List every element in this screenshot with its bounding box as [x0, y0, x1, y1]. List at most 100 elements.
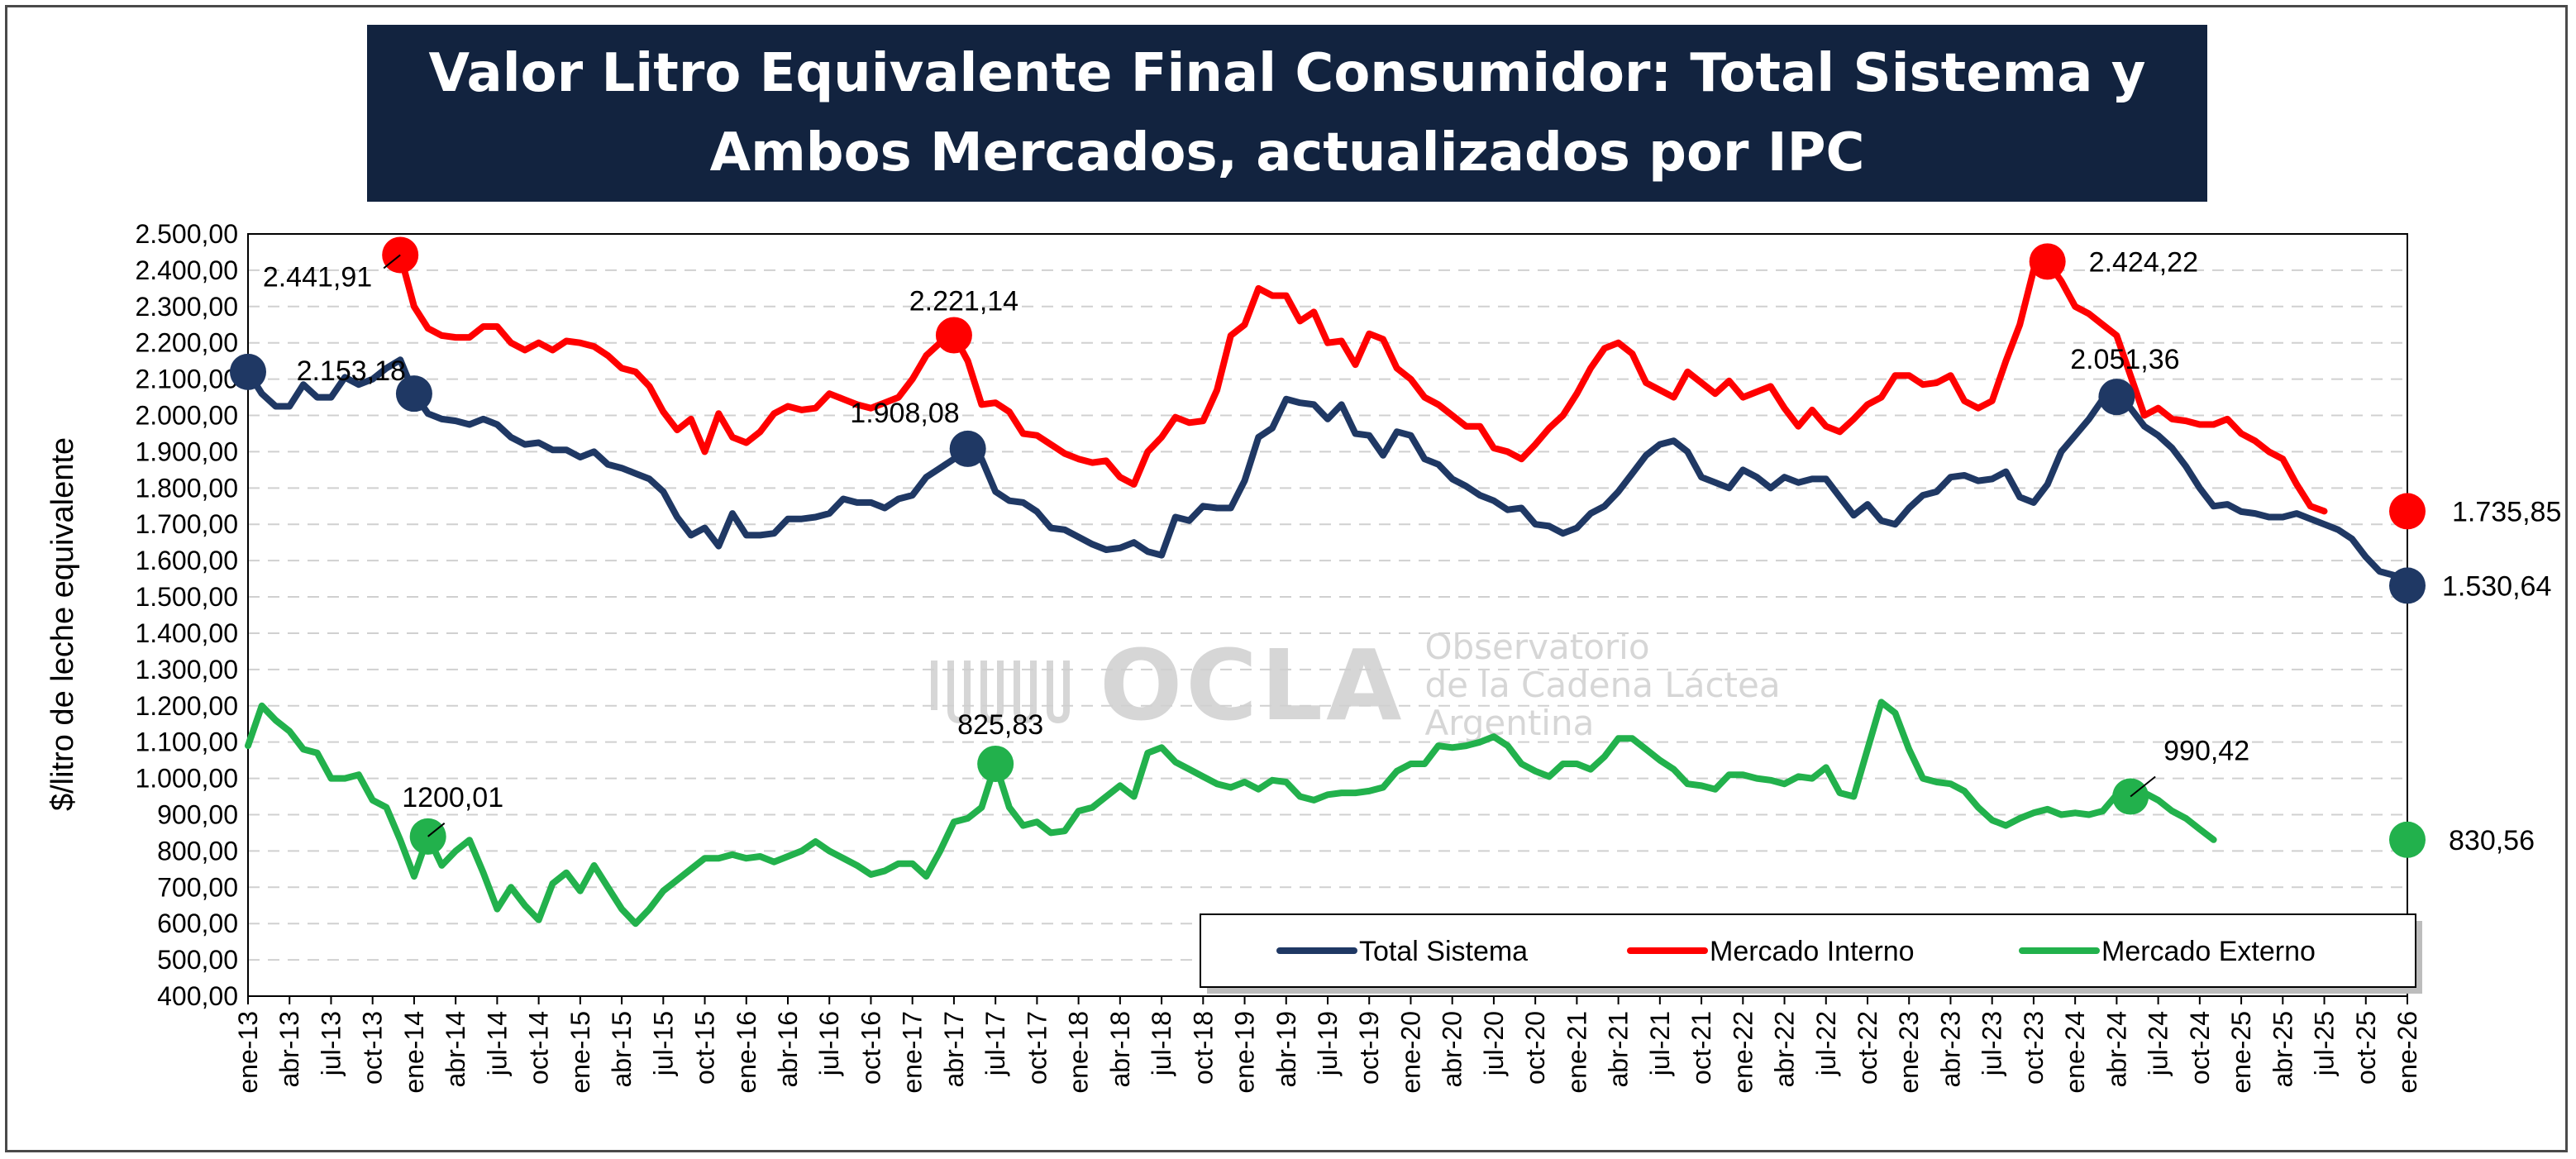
- x-tick-label: oct-18: [1188, 1011, 1218, 1085]
- x-tick-label: jul-18: [1147, 1011, 1176, 1076]
- data-label: 2.051,36: [2070, 344, 2179, 375]
- x-tick-label: ene-26: [2392, 1011, 2422, 1094]
- data-label: 1.735,85: [2452, 496, 2561, 527]
- data-label: 2.441,91: [263, 261, 372, 293]
- data-label: 830,56: [2449, 825, 2535, 856]
- data-marker: [2389, 821, 2426, 858]
- ocla-line-2: de la Cadena Láctea: [1424, 665, 1781, 705]
- x-tick-label: abr-14: [441, 1011, 470, 1088]
- x-tick-label: ene-13: [233, 1011, 263, 1094]
- x-tick-label: ene-22: [1728, 1011, 1758, 1094]
- ocla-line-1: Observatorio: [1424, 627, 1650, 667]
- x-tick-label: abr-23: [1935, 1011, 1965, 1088]
- data-label: 1.530,64: [2442, 570, 2551, 602]
- leader-line: [427, 823, 446, 837]
- leader-line: [2130, 775, 2156, 798]
- x-tick-label: oct-17: [1022, 1011, 1052, 1085]
- x-tick-label: abr-21: [1604, 1011, 1634, 1088]
- x-tick-label: oct-25: [2351, 1011, 2381, 1085]
- x-tick-label: jul-25: [2310, 1011, 2340, 1076]
- x-tick-label: ene-23: [1894, 1011, 1924, 1094]
- data-marker: [395, 375, 432, 413]
- series-lines: [245, 251, 2411, 928]
- x-tick-label: abr-16: [773, 1011, 803, 1088]
- x-tick-label: ene-20: [1395, 1011, 1425, 1094]
- data-marker: [977, 746, 1014, 783]
- x-tick-label: jul-19: [1313, 1011, 1343, 1076]
- ocla-subtitle: Observatorio de la Cadena Láctea Argenti…: [1424, 628, 1780, 742]
- y-tick-label: 700,00: [157, 872, 238, 902]
- leader-line: [383, 254, 401, 269]
- x-tick-label: jul-14: [482, 1011, 512, 1076]
- data-marker: [409, 818, 446, 855]
- annotation-labels: 2.153,18 1.908,08 2.051,36 1.530,64 2.441,91…: [263, 246, 2562, 856]
- y-tick-label: 500,00: [157, 945, 238, 975]
- data-label: 2.221,14: [909, 285, 1018, 317]
- data-label: 1.908,08: [850, 398, 959, 429]
- data-marker: [949, 430, 986, 467]
- x-tick-label: oct-20: [1520, 1011, 1550, 1085]
- legend-box: [1200, 913, 2416, 988]
- x-tick-label: ene-18: [1064, 1011, 1094, 1094]
- data-label: 990,42: [2163, 736, 2249, 767]
- x-tick-label: abr-18: [1105, 1011, 1135, 1088]
- x-tick-label: abr-22: [1770, 1011, 1800, 1088]
- y-tick-label: 400,00: [157, 981, 238, 1011]
- y-tick-label: 2.500,00: [135, 219, 238, 249]
- x-tick-label: jul-17: [980, 1011, 1010, 1076]
- y-tick-label: 2.300,00: [135, 292, 238, 322]
- x-tick-label: jul-23: [1977, 1011, 2007, 1076]
- x-tick-label: oct-22: [1853, 1011, 1882, 1085]
- x-tick-label: abr-24: [2101, 1011, 2131, 1088]
- y-tick-label: 900,00: [157, 799, 238, 829]
- x-tick-label: ene-14: [399, 1011, 429, 1094]
- data-marker: [2389, 493, 2426, 530]
- x-tick-label: oct-13: [358, 1011, 388, 1085]
- x-tick-label: ene-24: [2060, 1011, 2090, 1094]
- data-marker: [935, 317, 972, 354]
- title-banner: Valor Litro Equivalente Final Consumidor…: [367, 25, 2207, 202]
- data-label: 825,83: [957, 709, 1043, 741]
- y-tick-label: 800,00: [157, 836, 238, 866]
- x-tick-label: abr-19: [1271, 1011, 1301, 1088]
- x-tick-label: oct-23: [2019, 1011, 2049, 1085]
- y-tick-label: 2.000,00: [135, 401, 238, 431]
- y-tick-label: 1.000,00: [135, 764, 238, 794]
- x-tick-label: jul-13: [316, 1011, 346, 1076]
- axes: 400,00 500,00 600,00 700,00 800,00 900,00 1.00…: [135, 219, 2422, 1094]
- y-tick-label: 2.400,00: [135, 255, 238, 285]
- legend-entry: Mercado Externo: [2101, 936, 2316, 967]
- ocla-watermark: OCLA Observatorio de la Cadena Láctea Ar…: [926, 628, 1781, 742]
- x-tick-label: jul-15: [648, 1011, 678, 1076]
- x-tick-label: jul-21: [1645, 1011, 1675, 1076]
- x-tick-label: abr-25: [2268, 1011, 2297, 1088]
- data-marker: [2389, 567, 2426, 604]
- ocla-logo-icon: [931, 661, 1070, 724]
- x-tick-label: ene-19: [1230, 1011, 1260, 1094]
- x-tick-label: ene-17: [898, 1011, 928, 1094]
- y-tick-label: 1.300,00: [135, 655, 238, 684]
- y-tick-label: 1.400,00: [135, 618, 238, 648]
- y-tick-label: 1.200,00: [135, 691, 238, 721]
- x-tick-label: abr-13: [274, 1011, 304, 1088]
- series-line-mercado-externo: [245, 699, 2217, 928]
- data-marker: [230, 353, 266, 390]
- data-label: 2.153,18: [297, 355, 406, 387]
- x-tick-label: abr-15: [607, 1011, 637, 1088]
- x-tick-label: abr-20: [1438, 1011, 1467, 1088]
- y-tick-label: 2.100,00: [135, 365, 238, 394]
- chart-title: Valor Litro Equivalente Final Consumidor…: [428, 43, 2146, 184]
- x-tick-label: abr-17: [939, 1011, 969, 1088]
- x-tick-label: oct-16: [856, 1011, 885, 1085]
- x-tick-label: jul-22: [1811, 1011, 1841, 1076]
- x-tick-label: oct-24: [2185, 1011, 2215, 1085]
- y-tick-label: 600,00: [157, 909, 238, 938]
- x-tick-label: oct-15: [690, 1011, 720, 1085]
- data-marker: [2029, 243, 2066, 280]
- data-label: 1200,01: [402, 782, 503, 813]
- series-line-mercado-interno: [397, 251, 2328, 515]
- y-tick-label: 2.200,00: [135, 328, 238, 358]
- ocla-line-3: Argentina: [1424, 703, 1595, 743]
- x-tick-label: ene-21: [1562, 1011, 1591, 1094]
- x-tick-label: ene-15: [565, 1011, 595, 1094]
